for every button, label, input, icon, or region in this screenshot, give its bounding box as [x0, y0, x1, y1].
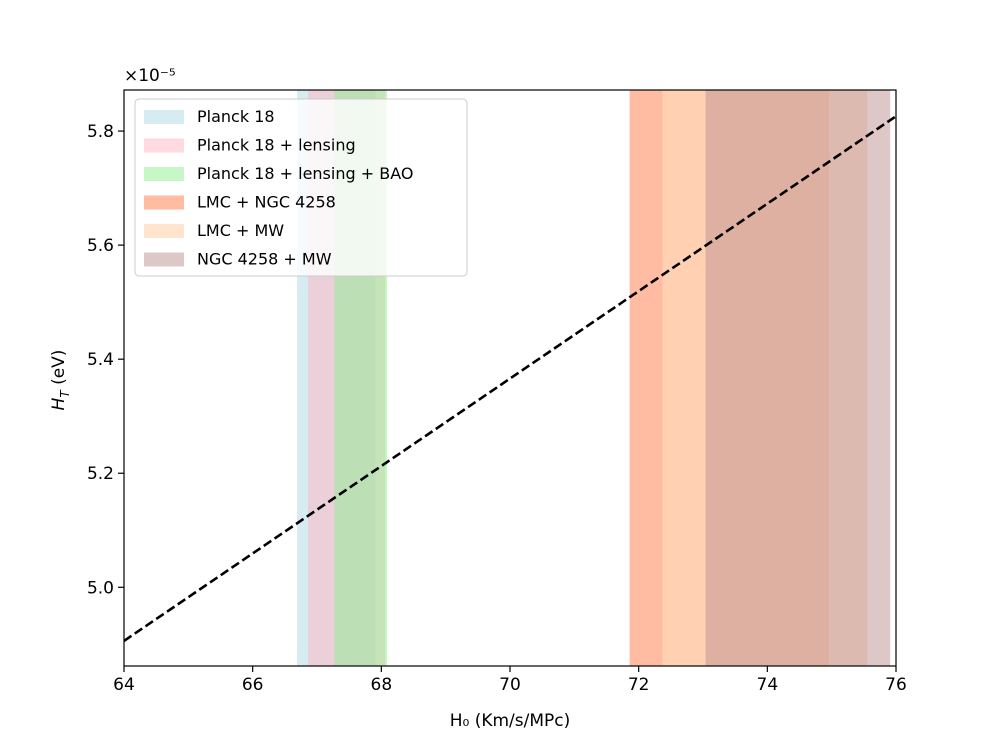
y-tick-label: 5.6 — [87, 236, 114, 256]
y-tick-label: 5.8 — [87, 122, 114, 142]
legend-swatch — [144, 195, 184, 210]
band-5 — [705, 90, 891, 666]
x-axis-label: H₀ (Km/s/MPc) — [450, 711, 571, 731]
y-tick-label: 5.4 — [87, 350, 114, 370]
legend-label: Planck 18 + lensing + BAO — [197, 164, 413, 183]
x-tick-label: 66 — [242, 675, 264, 695]
legend-swatch — [144, 167, 184, 181]
legend-label: LMC + NGC 4258 — [197, 193, 336, 212]
y-tick-label: 5.2 — [87, 464, 114, 484]
legend-label: LMC + MW — [197, 221, 284, 240]
y-axis-label: HT (eV) — [49, 350, 72, 411]
x-tick-label: 74 — [757, 675, 779, 695]
legend-box — [134, 98, 468, 277]
legend-label: Planck 18 — [197, 107, 275, 126]
y-tick-label: 5.0 — [87, 578, 114, 598]
legend-label: NGC 4258 + MW — [197, 250, 332, 269]
legend-swatch — [144, 224, 184, 238]
legend-swatch — [144, 252, 184, 267]
y-ticks: 5.0 5.2 5.4 5.6 5.8 — [87, 122, 124, 598]
legend: Planck 18 Planck 18 + lensing Planck 18 + … — [134, 98, 468, 277]
x-tick-label: 72 — [628, 675, 650, 695]
legend-swatch — [144, 110, 184, 124]
legend-label: Planck 18 + lensing — [197, 136, 356, 155]
x-tick-label: 64 — [113, 675, 135, 695]
x-tick-label: 76 — [885, 675, 907, 695]
x-ticks: 64 66 68 70 72 74 76 — [113, 666, 907, 695]
x-tick-label: 68 — [371, 675, 393, 695]
y-scale-factor: ×10⁻⁵ — [124, 66, 176, 86]
legend-swatch — [144, 138, 184, 153]
x-tick-label: 70 — [499, 675, 521, 695]
